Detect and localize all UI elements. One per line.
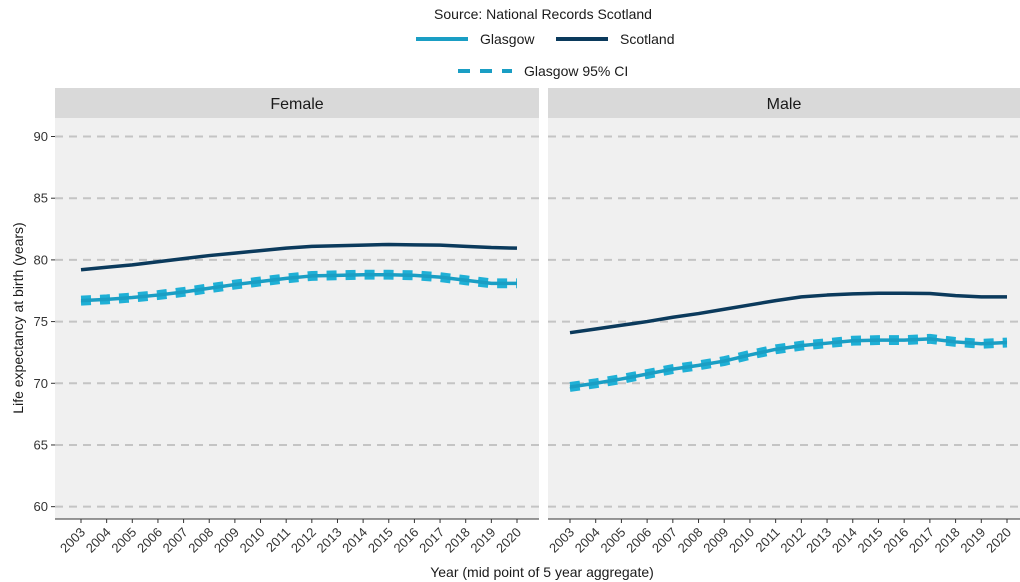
panel-female-background (55, 118, 539, 519)
x-tick-label-2012-panel-1: 2012 (777, 525, 808, 556)
x-tick-label-2007-panel-0: 2007 (160, 525, 191, 556)
panel-female-title: Female (270, 96, 323, 113)
x-tick-label-2020-panel-0: 2020 (493, 525, 524, 556)
x-tick-label-2009-panel-1: 2009 (700, 525, 731, 556)
x-tick-label-2014-panel-1: 2014 (829, 525, 860, 556)
panel-male-title: Male (767, 96, 802, 113)
x-tick-label-2005-panel-1: 2005 (597, 525, 628, 556)
y-tick-label-85: 85 (34, 191, 48, 206)
chart-subtitle: Source: National Records Scotland (434, 6, 652, 22)
y-tick-label-80: 80 (34, 252, 48, 267)
y-tick-label-65: 65 (34, 437, 48, 452)
x-tick-label-2004-panel-0: 2004 (83, 525, 114, 556)
series-glasgow-panel-male (569, 337, 1008, 389)
x-tick-label-2012-panel-0: 2012 (288, 525, 319, 556)
x-tick-label-2018-panel-1: 2018 (932, 525, 963, 556)
x-tick-label-2006-panel-1: 2006 (623, 525, 654, 556)
x-tick-label-2013-panel-0: 2013 (314, 525, 345, 556)
series-glasgow-95-ci-upper-panel-male (569, 333, 1008, 387)
x-tick-label-2011-panel-1: 2011 (752, 525, 782, 555)
x-tick-label-2006-panel-0: 2006 (134, 525, 165, 556)
x-tick-label-2020-panel-1: 2020 (983, 525, 1014, 556)
y-axis-title: Life expectancy at birth (years) (10, 222, 26, 413)
x-tick-label-2010-panel-0: 2010 (237, 525, 268, 556)
series-glasgow-95-ci-lower-panel-male (569, 338, 1008, 392)
series-glasgow-panel-female (80, 272, 517, 303)
panel-male-background (548, 118, 1020, 519)
x-tick-label-2019-panel-0: 2019 (467, 525, 498, 556)
x-tick-label-2005-panel-0: 2005 (108, 525, 139, 556)
panel-female-strip (55, 88, 539, 118)
legend-scotland-label: Scotland (620, 31, 674, 47)
x-tick-label-2009-panel-0: 2009 (211, 525, 242, 556)
x-ticks: 2003200420052006200720082009201020112012… (55, 518, 1020, 556)
x-tick-label-2007-panel-1: 2007 (649, 525, 680, 556)
series-glasgow-95-ci-lower-panel-female (80, 274, 517, 306)
panel-male-strip (548, 88, 1020, 118)
x-tick-label-2011-panel-0: 2011 (263, 525, 293, 555)
x-tick-label-2003-panel-1: 2003 (546, 525, 577, 556)
y-tick-label-70: 70 (34, 376, 48, 391)
x-axis-title: Year (mid point of 5 year aggregate) (430, 564, 654, 580)
x-tick-label-2018-panel-0: 2018 (442, 525, 473, 556)
series-scotland-panel-male (569, 291, 1007, 335)
x-tick-label-2015-panel-0: 2015 (365, 525, 396, 556)
series-scotland-panel-female (80, 242, 518, 272)
y-tick-label-75: 75 (34, 314, 48, 329)
x-tick-label-2015-panel-1: 2015 (855, 525, 886, 556)
y-tick-label-60: 60 (34, 499, 48, 514)
x-tick-label-2013-panel-1: 2013 (803, 525, 834, 556)
grid-layer (55, 135, 1020, 508)
x-tick-label-2016-panel-1: 2016 (880, 525, 911, 556)
x-tick-label-2019-panel-1: 2019 (957, 525, 988, 556)
legend-glasgow-ci-label: Glasgow 95% CI (524, 63, 628, 79)
x-tick-label-2016-panel-0: 2016 (390, 525, 421, 556)
y-tick-label-90: 90 (34, 129, 48, 144)
x-tick-label-2014-panel-0: 2014 (339, 525, 370, 556)
x-tick-label-2008-panel-1: 2008 (675, 525, 706, 556)
x-tick-label-2017-panel-1: 2017 (906, 525, 937, 556)
legend-glasgow-label: Glasgow (480, 31, 535, 47)
x-tick-label-2010-panel-1: 2010 (726, 525, 757, 556)
series-layer (80, 242, 1008, 392)
series-glasgow-95-ci-upper-panel-female (80, 269, 517, 301)
x-tick-label-2017-panel-0: 2017 (416, 525, 447, 556)
x-tick-label-2004-panel-1: 2004 (572, 525, 603, 556)
x-tick-label-2008-panel-0: 2008 (185, 525, 216, 556)
y-ticks: 60 65 70 75 80 85 90 (34, 129, 55, 514)
x-tick-label-2003-panel-0: 2003 (57, 525, 88, 556)
